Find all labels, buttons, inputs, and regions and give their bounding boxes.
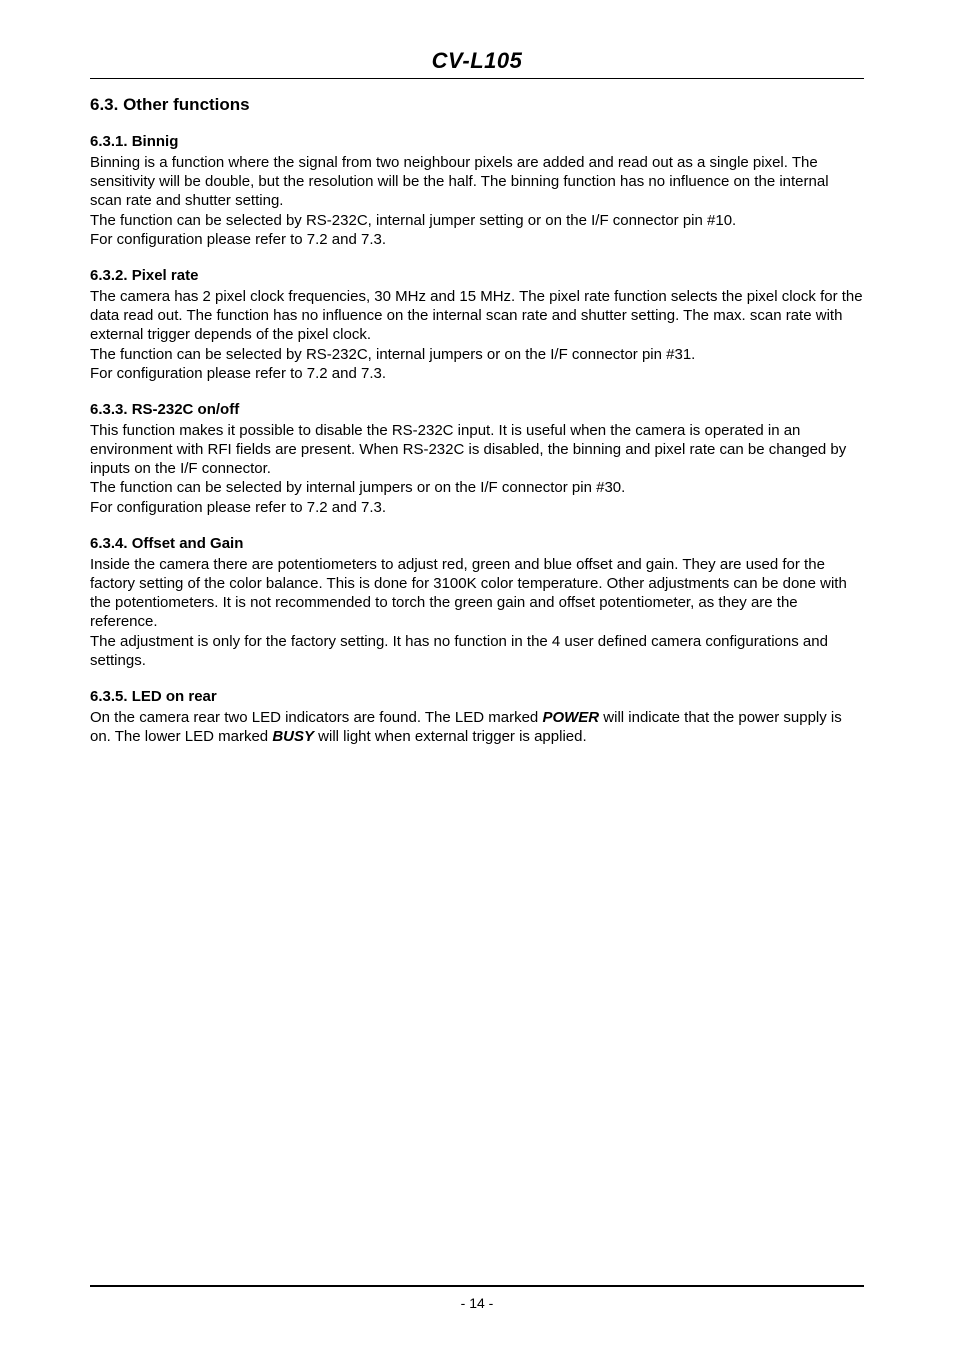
para: For configuration please refer to 7.2 an… [90,230,864,249]
section-6-3-3-heading: 6.3.3. RS-232C on/off [90,401,864,418]
para: The function can be selected by internal… [90,478,864,497]
content-area: 6.3. Other functions 6.3.1. Binnig Binni… [90,79,864,1285]
section-6-3-5-body: On the camera rear two LED indicators ar… [90,708,864,746]
para: On the camera rear two LED indicators ar… [90,708,864,746]
para: The function can be selected by RS-232C,… [90,345,864,364]
section-6-3-1-heading: 6.3.1. Binnig [90,133,864,150]
para: Binning is a function where the signal f… [90,153,864,211]
section-6-3-4-heading: 6.3.4. Offset and Gain [90,535,864,552]
section-6-3-4-body: Inside the camera there are potentiomete… [90,555,864,670]
para: This function makes it possible to disab… [90,421,864,479]
page-footer: - 14 - [90,1285,864,1311]
section-6-3-2-heading: 6.3.2. Pixel rate [90,267,864,284]
para: The camera has 2 pixel clock frequencies… [90,287,864,345]
section-6-3-3-body: This function makes it possible to disab… [90,421,864,517]
para: Inside the camera there are potentiomete… [90,555,864,632]
para: For configuration please refer to 7.2 an… [90,498,864,517]
doc-title: CV-L105 [90,48,864,79]
page-number: - 14 - [461,1295,494,1311]
section-6-3-5-heading: 6.3.5. LED on rear [90,688,864,705]
power-label: POWER [542,709,599,726]
section-6-3-1-body: Binning is a function where the signal f… [90,153,864,249]
text-run: will light when external trigger is appl… [314,728,587,745]
para: For configuration please refer to 7.2 an… [90,364,864,383]
section-6-3-heading: 6.3. Other functions [90,95,864,115]
para: The function can be selected by RS-232C,… [90,211,864,230]
busy-label: BUSY [272,728,314,745]
text-run: On the camera rear two LED indicators ar… [90,709,542,726]
section-6-3-2-body: The camera has 2 pixel clock frequencies… [90,287,864,383]
para: The adjustment is only for the factory s… [90,632,864,670]
page: CV-L105 6.3. Other functions 6.3.1. Binn… [0,0,954,1351]
